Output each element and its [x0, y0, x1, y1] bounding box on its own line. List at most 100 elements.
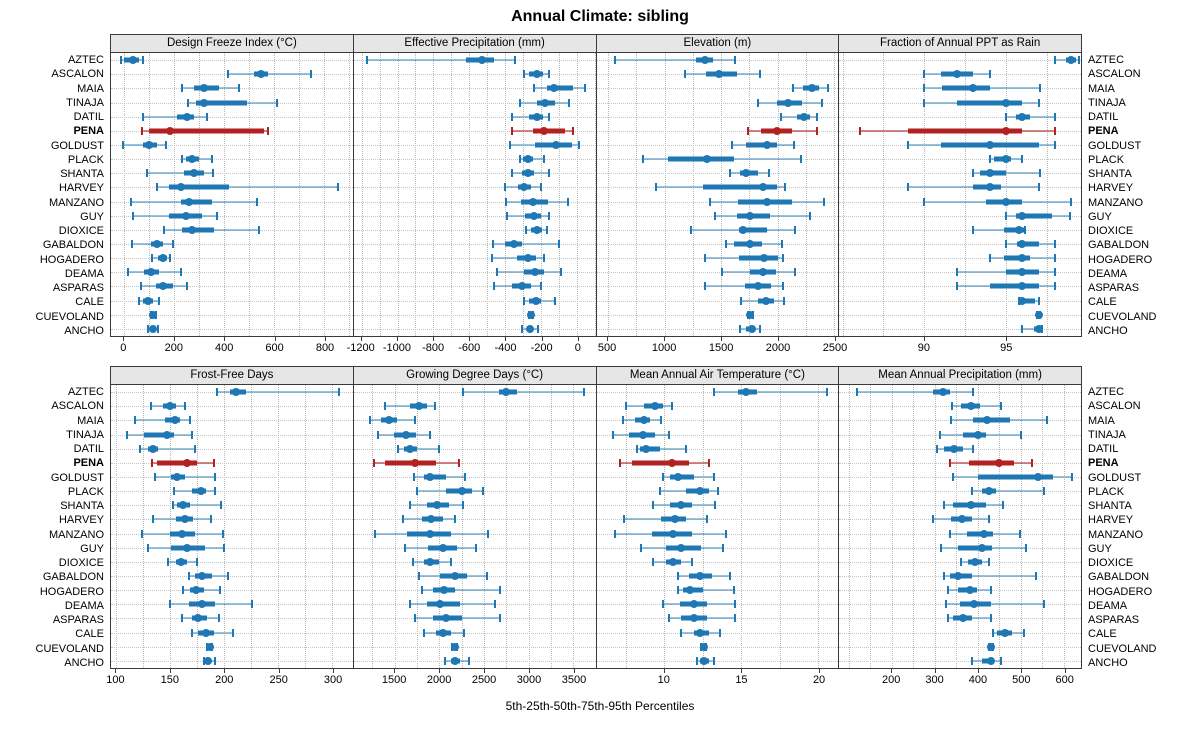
median-dot [762, 197, 771, 206]
axis-tick-label: 2000 [765, 342, 791, 354]
grid-line-horizontal [353, 448, 596, 450]
whisker-end-cap [955, 282, 958, 291]
whisker-end-cap [1053, 240, 1056, 249]
whisker-end-cap [945, 600, 948, 609]
whisker-end-cap [139, 444, 142, 453]
whisker-end-cap [734, 56, 737, 65]
grid-line-horizontal [596, 300, 839, 302]
whisker-end-cap [462, 501, 465, 510]
whisker-end-cap [1043, 487, 1046, 496]
grid-line-vertical [805, 53, 807, 336]
iqr-bar-25-75 [631, 460, 689, 466]
iqr-bar-25-75 [969, 460, 1015, 466]
station-label: ANCHO [1088, 656, 1128, 669]
median-dot [985, 140, 994, 149]
whisker-end-cap [1034, 572, 1037, 581]
axis-tick-label: 500 [1012, 674, 1031, 686]
whisker-end-cap [1053, 126, 1056, 135]
whisker-end-cap [493, 282, 496, 291]
whisker-end-cap [999, 402, 1002, 411]
grid-line-horizontal [353, 392, 596, 394]
whisker-end-cap [401, 515, 404, 524]
axis-tick-label: 300 [925, 674, 944, 686]
whisker-end-cap [217, 614, 220, 623]
panel-plot-area [352, 52, 597, 337]
axis-tick-label: 0 [120, 342, 127, 354]
grid-line-horizontal [596, 660, 839, 662]
grid-line-vertical [506, 385, 508, 668]
axis-tick [541, 337, 543, 341]
grid-line-horizontal [111, 60, 353, 62]
whisker-end-cap [196, 557, 199, 566]
grid-line-horizontal [839, 187, 1081, 189]
axis-tick [115, 669, 117, 673]
grid-line-horizontal [111, 519, 353, 521]
whisker-end-cap [511, 126, 514, 135]
panel-x-axis: -1200 -1000 -800 -600 -400 -200 0 [347, 337, 597, 357]
station-label: HARVEY [1088, 182, 1134, 195]
grid-line-horizontal [353, 519, 596, 521]
median-dot [163, 430, 172, 439]
iqr-bar-25-75 [169, 184, 230, 190]
median-dot [182, 458, 191, 467]
station-label: ASCALON [51, 400, 104, 413]
station-label: HOGADERO [39, 253, 104, 266]
panel-x-axis: 0 200 400 600 800 [110, 337, 354, 357]
grid-line-vertical [1042, 385, 1044, 668]
median-dot [532, 225, 541, 234]
iqr-bar-25-75 [989, 283, 1039, 289]
whisker-end-cap [146, 543, 149, 552]
whisker-end-cap [695, 656, 698, 665]
grid-line-vertical [379, 53, 381, 336]
grid-line-horizontal [111, 491, 353, 493]
whisker-end-cap [690, 557, 693, 566]
whisker-end-cap [413, 416, 416, 425]
percentile-caption: 5th-25th-50th-75th-95th Percentiles [505, 699, 695, 713]
grid-line-vertical [349, 53, 351, 336]
median-dot [526, 310, 535, 319]
axis-tick-label: -600 [458, 342, 481, 354]
whisker-end-cap [545, 225, 548, 234]
whisker-end-cap [491, 240, 494, 249]
whisker-end-cap [219, 586, 221, 595]
median-dot [746, 310, 755, 319]
grid-line-horizontal [839, 632, 1081, 634]
median-dot [971, 557, 980, 566]
station-label: GABALDON [42, 239, 104, 252]
axis-tick [274, 337, 276, 341]
label-spacer [1082, 670, 1186, 690]
whisker-end-cap [923, 98, 926, 107]
axis-tick [529, 669, 531, 673]
grid-line-vertical [249, 53, 251, 336]
whisker-end-cap [640, 543, 643, 552]
median-dot [438, 628, 447, 637]
station-label: CALE [75, 296, 104, 309]
station-label: GOLDUST [1088, 471, 1142, 484]
grid-line-vertical [818, 385, 820, 668]
median-dot [441, 614, 450, 623]
median-dot [165, 126, 174, 135]
axis-tick [439, 669, 441, 673]
whisker-end-cap [729, 572, 732, 581]
station-label: ASPARAS [52, 614, 104, 626]
axis-tick [505, 337, 507, 341]
grid-line-horizontal [596, 547, 839, 549]
grid-line-vertical [361, 53, 363, 336]
whisker-end-cap [1043, 600, 1046, 609]
grid-line-horizontal [353, 505, 596, 507]
whisker-end-cap [1053, 282, 1056, 291]
whisker-end-cap [583, 388, 586, 397]
whisker-end-cap [642, 155, 645, 164]
whisker-end-cap [660, 416, 663, 425]
grid-line-horizontal [839, 272, 1081, 274]
grid-line-horizontal [596, 646, 839, 648]
median-dot [415, 402, 424, 411]
median-dot [667, 458, 676, 467]
whisker-end-cap [906, 140, 909, 149]
grid-line-horizontal [596, 130, 839, 132]
median-dot [995, 458, 1004, 467]
grid-line-vertical [197, 385, 199, 668]
grid-line-vertical [594, 53, 596, 336]
grid-line-horizontal [111, 420, 353, 422]
grid-line-vertical [550, 385, 552, 668]
